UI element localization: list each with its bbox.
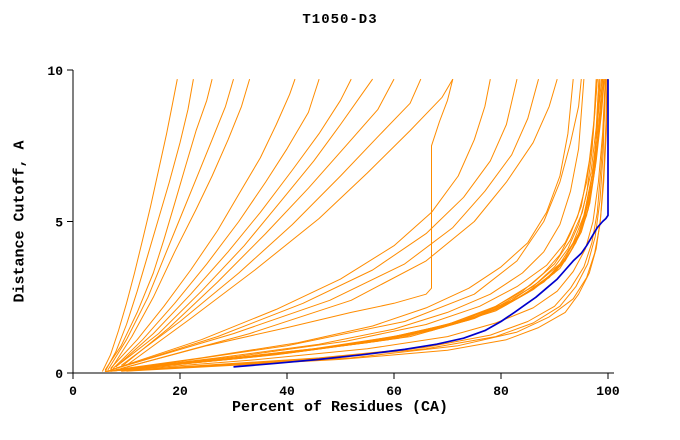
axis-lines — [72, 70, 614, 374]
model-line-30 — [105, 79, 606, 372]
y-tick-label: 0 — [55, 367, 63, 382]
model-line-11 — [120, 78, 422, 366]
chart-title: T1050-D3 — [302, 12, 378, 28]
model-line-31 — [105, 79, 585, 372]
model-line-32 — [105, 79, 574, 372]
model-line-34 — [110, 79, 597, 372]
model-line-16 — [115, 78, 539, 369]
model-line-3 — [104, 78, 213, 371]
x-tick-label: 60 — [386, 384, 402, 399]
y-tick-label: 5 — [55, 216, 63, 231]
model-line-7 — [112, 78, 320, 369]
model-line-17 — [121, 78, 558, 369]
model-line-1 — [101, 79, 178, 372]
x-axis-label: Percent of Residues (CA) — [231, 399, 449, 416]
model-line-18 — [121, 79, 582, 371]
y-tick-label: 10 — [47, 64, 63, 79]
model-line-28 — [121, 79, 607, 372]
model-line-13 — [115, 78, 454, 371]
model-line-12 — [126, 78, 454, 366]
x-tick-label: 20 — [172, 384, 188, 399]
x-tick-label: 0 — [69, 384, 77, 399]
highlight-line — [233, 79, 609, 368]
model-line-27 — [121, 79, 605, 371]
model-line-10 — [120, 78, 395, 368]
model-line-35 — [126, 79, 608, 372]
model-line-8 — [115, 78, 352, 368]
model-line-15 — [115, 78, 518, 369]
model-line-5 — [110, 78, 251, 371]
x-tick-label: 80 — [493, 384, 509, 399]
model-line-14 — [110, 79, 491, 371]
model-line-33 — [110, 79, 600, 372]
model-line-2 — [104, 79, 194, 372]
model-line-36 — [121, 79, 606, 372]
model-line-9 — [115, 78, 374, 368]
model-line-4 — [107, 78, 234, 371]
x-tick-label: 100 — [596, 384, 620, 399]
x-tick-label: 40 — [279, 384, 295, 399]
model-line-6 — [110, 78, 296, 369]
